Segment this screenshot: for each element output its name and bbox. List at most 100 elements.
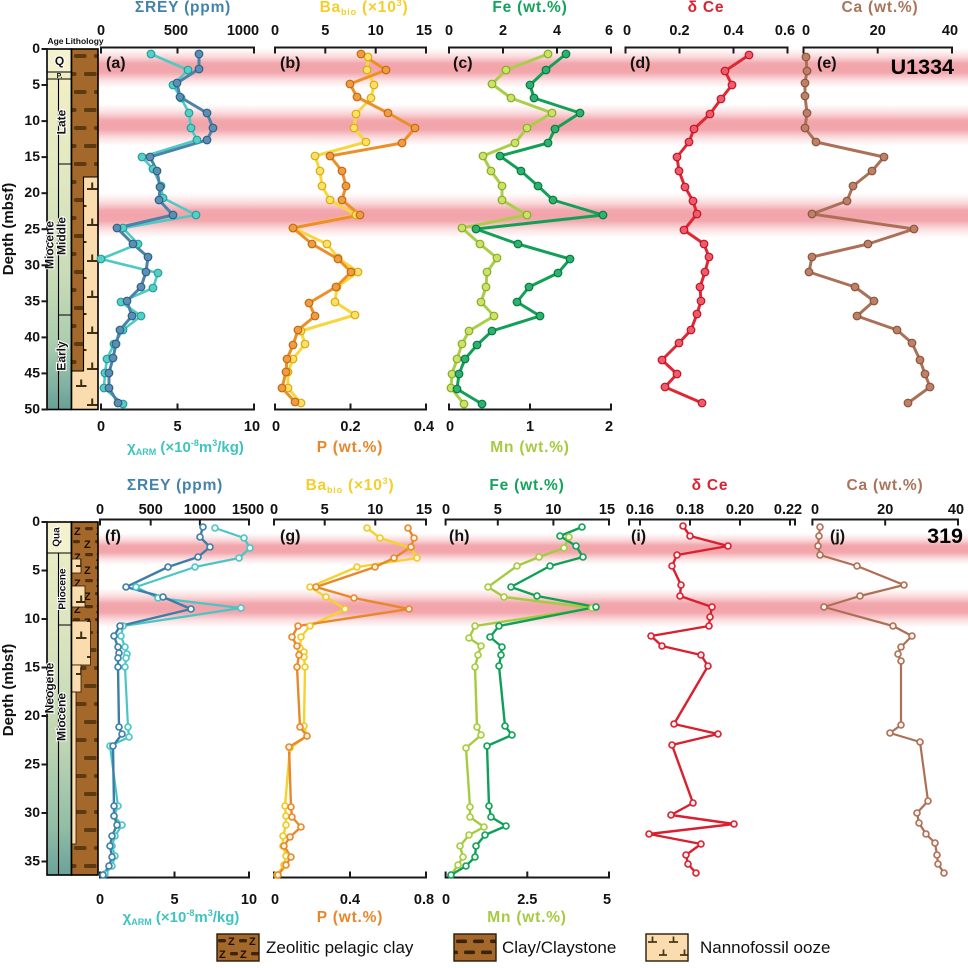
- svg-text:(g): (g): [280, 528, 300, 545]
- svg-text:U1334: U1334: [891, 55, 954, 79]
- svg-text:0.4: 0.4: [340, 892, 360, 908]
- svg-text:Middle: Middle: [55, 217, 69, 255]
- svg-text:30: 30: [24, 804, 40, 820]
- svg-text:10: 10: [241, 892, 257, 908]
- svg-text:0.22: 0.22: [774, 502, 802, 518]
- svg-text:0.6: 0.6: [775, 23, 795, 39]
- svg-text:10: 10: [24, 112, 40, 128]
- svg-text:(d): (d): [630, 55, 650, 72]
- svg-text:15: 15: [599, 502, 615, 518]
- svg-text:ΣREY (ppm): ΣREY (ppm): [135, 0, 231, 16]
- svg-text:Ca (wt.%): Ca (wt.%): [847, 477, 924, 494]
- svg-text:0: 0: [97, 23, 105, 39]
- svg-text:15: 15: [24, 148, 40, 164]
- svg-text:Pliocene: Pliocene: [58, 568, 69, 610]
- svg-text:10: 10: [367, 502, 383, 518]
- svg-text:2: 2: [605, 419, 613, 435]
- svg-text:0: 0: [32, 40, 40, 56]
- svg-text:Depth (mbsf): Depth (mbsf): [0, 183, 17, 276]
- svg-text:Nannofossil ooze: Nannofossil ooze: [700, 938, 830, 957]
- svg-text:0.2: 0.2: [669, 23, 689, 39]
- svg-text:ΣREY (ppm): ΣREY (ppm): [127, 477, 223, 494]
- svg-text:0.16: 0.16: [626, 502, 654, 518]
- svg-text:5: 5: [494, 502, 502, 518]
- svg-text:50: 50: [24, 401, 40, 417]
- svg-text:(i): (i): [631, 528, 646, 545]
- svg-text:319: 319: [927, 524, 963, 548]
- svg-text:0: 0: [32, 513, 40, 529]
- svg-text:0.4: 0.4: [414, 419, 434, 435]
- svg-text:0.18: 0.18: [676, 502, 704, 518]
- svg-text:5: 5: [603, 892, 611, 908]
- svg-text:500: 500: [164, 23, 188, 39]
- svg-text:Age: Age: [47, 36, 63, 46]
- svg-text:(f): (f): [105, 528, 121, 545]
- svg-text:0: 0: [271, 23, 279, 39]
- svg-text:25: 25: [24, 756, 40, 772]
- svg-text:0: 0: [271, 892, 279, 908]
- svg-text:30: 30: [24, 256, 40, 272]
- svg-text:0: 0: [442, 502, 450, 518]
- svg-text:35: 35: [24, 292, 40, 308]
- svg-text:15: 15: [416, 23, 432, 39]
- svg-text:P.: P.: [57, 73, 63, 80]
- svg-text:0: 0: [446, 419, 454, 435]
- svg-text:Mn (wt.%): Mn (wt.%): [490, 439, 570, 456]
- svg-text:0.8: 0.8: [414, 892, 434, 908]
- svg-text:0.2: 0.2: [340, 419, 360, 435]
- svg-text:Q: Q: [55, 54, 64, 68]
- svg-text:0: 0: [96, 892, 104, 908]
- svg-text:5: 5: [321, 23, 329, 39]
- svg-text:(b): (b): [280, 55, 300, 72]
- svg-text:Babio (×103): Babio (×103): [320, 0, 409, 17]
- svg-text:1: 1: [526, 419, 534, 435]
- svg-text:45: 45: [24, 364, 40, 380]
- svg-text:40: 40: [24, 328, 40, 344]
- svg-text:0: 0: [802, 23, 810, 39]
- svg-text:1000: 1000: [227, 23, 259, 39]
- svg-text:25: 25: [24, 220, 40, 236]
- svg-text:500: 500: [139, 502, 163, 518]
- svg-text:0: 0: [97, 419, 105, 435]
- svg-text:40: 40: [948, 502, 964, 518]
- svg-text:Babio (×103): Babio (×103): [306, 476, 395, 495]
- svg-text:(a): (a): [106, 55, 126, 72]
- svg-text:5: 5: [32, 76, 40, 92]
- svg-text:δ Ce: δ Ce: [692, 477, 729, 494]
- svg-text:1500: 1500: [232, 502, 264, 518]
- svg-text:35: 35: [24, 853, 40, 869]
- svg-text:20: 20: [24, 184, 40, 200]
- svg-text:Lithology: Lithology: [65, 36, 104, 46]
- svg-text:Late: Late: [55, 109, 69, 134]
- svg-text:(c): (c): [453, 55, 473, 72]
- svg-text:0: 0: [811, 502, 819, 518]
- svg-text:6: 6: [605, 23, 613, 39]
- svg-text:10: 10: [368, 23, 384, 39]
- svg-text:(e): (e): [817, 55, 837, 72]
- svg-text:Zeolitic pelagic clay: Zeolitic pelagic clay: [266, 938, 414, 957]
- svg-text:Neogene: Neogene: [43, 662, 57, 713]
- svg-text:10: 10: [24, 610, 40, 626]
- svg-text:0: 0: [623, 23, 631, 39]
- svg-text:20: 20: [870, 23, 886, 39]
- svg-text:Ca (wt.%): Ca (wt.%): [842, 0, 919, 16]
- svg-text:10: 10: [545, 502, 561, 518]
- svg-text:Fe (wt.%): Fe (wt.%): [489, 477, 564, 494]
- svg-text:5: 5: [173, 419, 181, 435]
- svg-text:15: 15: [416, 502, 432, 518]
- svg-text:0.20: 0.20: [726, 502, 754, 518]
- svg-text:40: 40: [942, 23, 958, 39]
- svg-text:0: 0: [96, 502, 104, 518]
- svg-text:5: 5: [32, 562, 40, 578]
- svg-text:20: 20: [24, 707, 40, 723]
- svg-text:P (wt.%): P (wt.%): [317, 909, 383, 926]
- svg-text:(h): (h): [449, 528, 469, 545]
- svg-text:0: 0: [445, 23, 453, 39]
- svg-text:5: 5: [321, 502, 329, 518]
- svg-text:δ Ce: δ Ce: [688, 0, 725, 16]
- svg-text:2.5: 2.5: [517, 892, 537, 908]
- svg-text:0: 0: [270, 502, 278, 518]
- svg-text:4: 4: [553, 23, 561, 39]
- svg-text:Depth (mbsf): Depth (mbsf): [0, 644, 17, 737]
- svg-text:0: 0: [442, 892, 450, 908]
